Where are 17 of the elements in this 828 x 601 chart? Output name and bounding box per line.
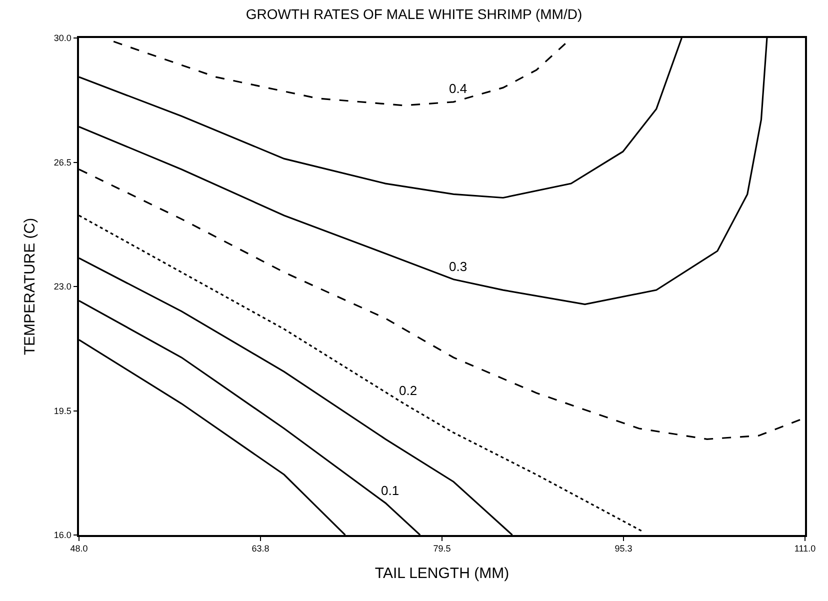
chart-title: GROWTH RATES OF MALE WHITE SHRIMP (MM/D) [246, 6, 582, 22]
y-tick-label: 23.0 [54, 282, 72, 292]
annotation: 0.1 [381, 483, 400, 498]
x-tick-label: 95.3 [614, 544, 632, 554]
x-axis-title: TAIL LENGTH (MM) [374, 565, 510, 582]
x-tick-label: 111.0 [794, 544, 816, 554]
annotation: 0.2 [399, 383, 418, 398]
y-tick-label: 26.5 [54, 157, 72, 168]
y-tick-label: 16.0 [54, 530, 72, 540]
y-tick-label: 19.5 [54, 406, 72, 416]
x-tick-label: 48.0 [70, 544, 88, 554]
y-axis-title: TEMPERATURE (C) [22, 218, 39, 356]
annotation: 0.3 [449, 259, 468, 274]
y-tick-label: 30.0 [54, 33, 72, 44]
annotation: 0.4 [449, 81, 468, 96]
x-tick-label: 79.5 [433, 544, 451, 554]
x-tick-label: 63.8 [252, 544, 270, 554]
